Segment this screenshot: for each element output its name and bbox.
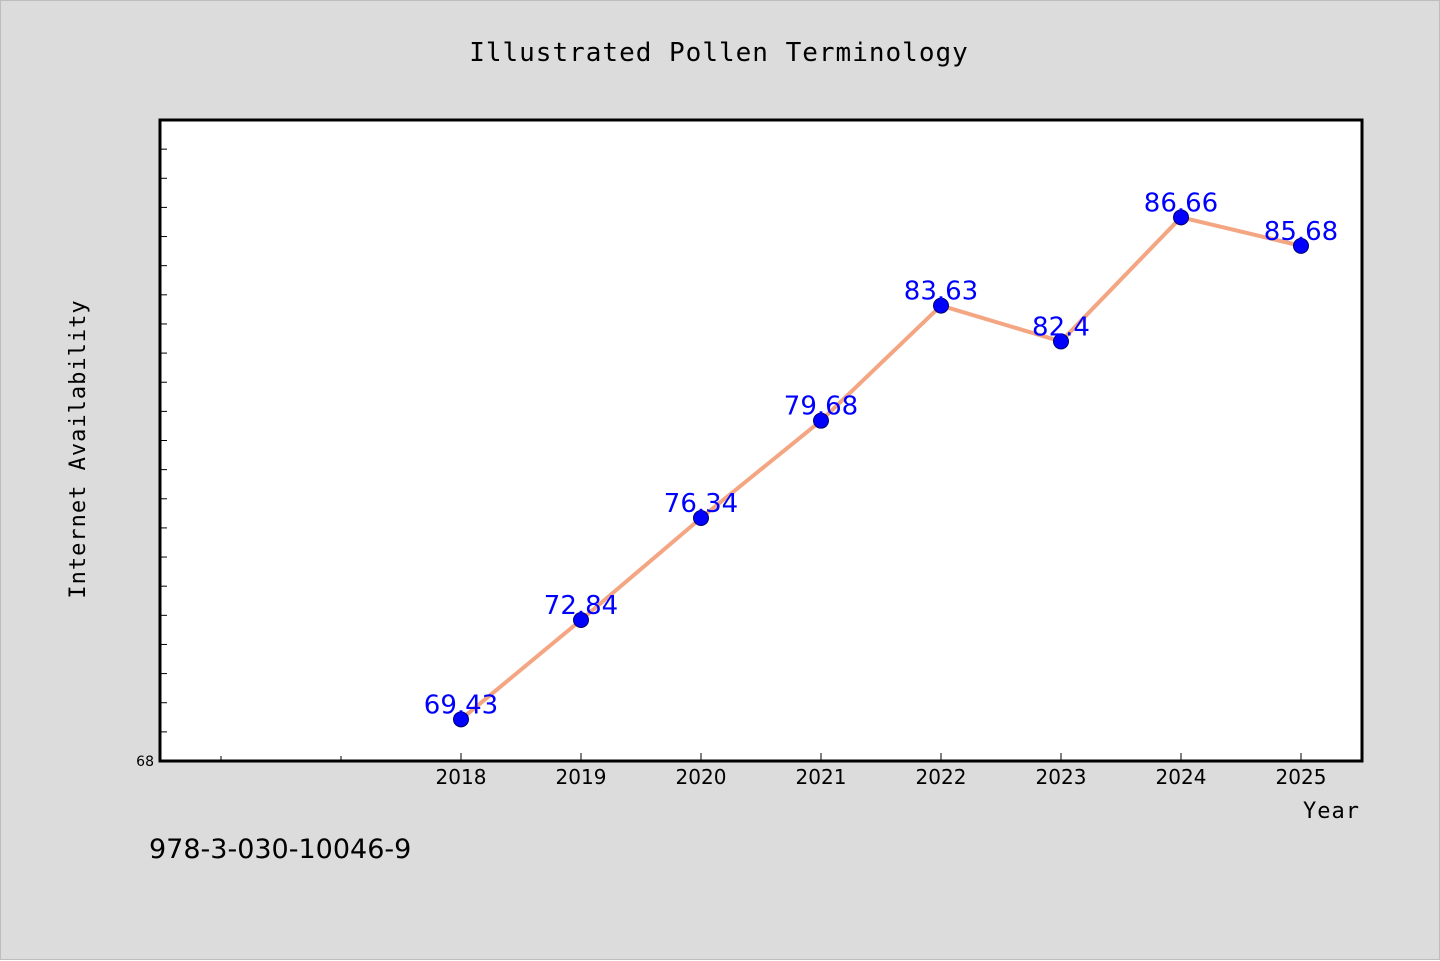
data-value-label: 85.68 [1264,217,1338,247]
x-tick-label: 2025 [1276,765,1327,789]
data-value-label: 72.84 [544,591,618,621]
chart-title: Illustrated Pollen Terminology [469,38,969,68]
x-tick-label: 2020 [676,765,727,789]
isbn-footnote: 978-3-030-10046-9 [149,834,412,865]
data-value-label: 79.68 [784,392,858,422]
x-tick-label: 2024 [1156,765,1207,789]
x-tick-label: 2018 [436,765,487,789]
data-point [933,297,949,314]
data-point [1293,237,1309,254]
series-layer [453,209,1309,728]
data-point [453,711,469,728]
data-labels: 69.43 72.84 76.34 79.68 83.63 82.4 86.66 85.68 [424,188,1338,720]
data-value-label: 69.43 [424,690,498,720]
data-value-label: 86.66 [1144,188,1218,218]
x-tick-label: 2023 [1036,765,1087,789]
x-tick-label: 2022 [916,765,967,789]
data-value-label: 82.4 [1032,312,1090,342]
x-axis-label: Year [1303,799,1360,824]
data-point [1173,209,1189,226]
y-axis-label: Internet Availability [66,299,91,598]
data-point [1053,333,1069,350]
data-point [693,510,709,527]
series-line [459,215,1303,722]
y-tick-label: 68 [136,754,154,770]
x-axis-ticks: 2018 2019 2020 2021 2022 2023 2024 2025 [220,753,1327,789]
data-point [573,611,589,628]
data-value-label: 83.63 [904,277,978,307]
x-tick-label: 2019 [556,765,607,789]
x-tick-label: 2021 [796,765,847,789]
plot-area [160,120,1362,761]
plot-frame [158,118,1364,763]
data-point [813,412,829,429]
data-value-label: 76.34 [664,489,738,519]
